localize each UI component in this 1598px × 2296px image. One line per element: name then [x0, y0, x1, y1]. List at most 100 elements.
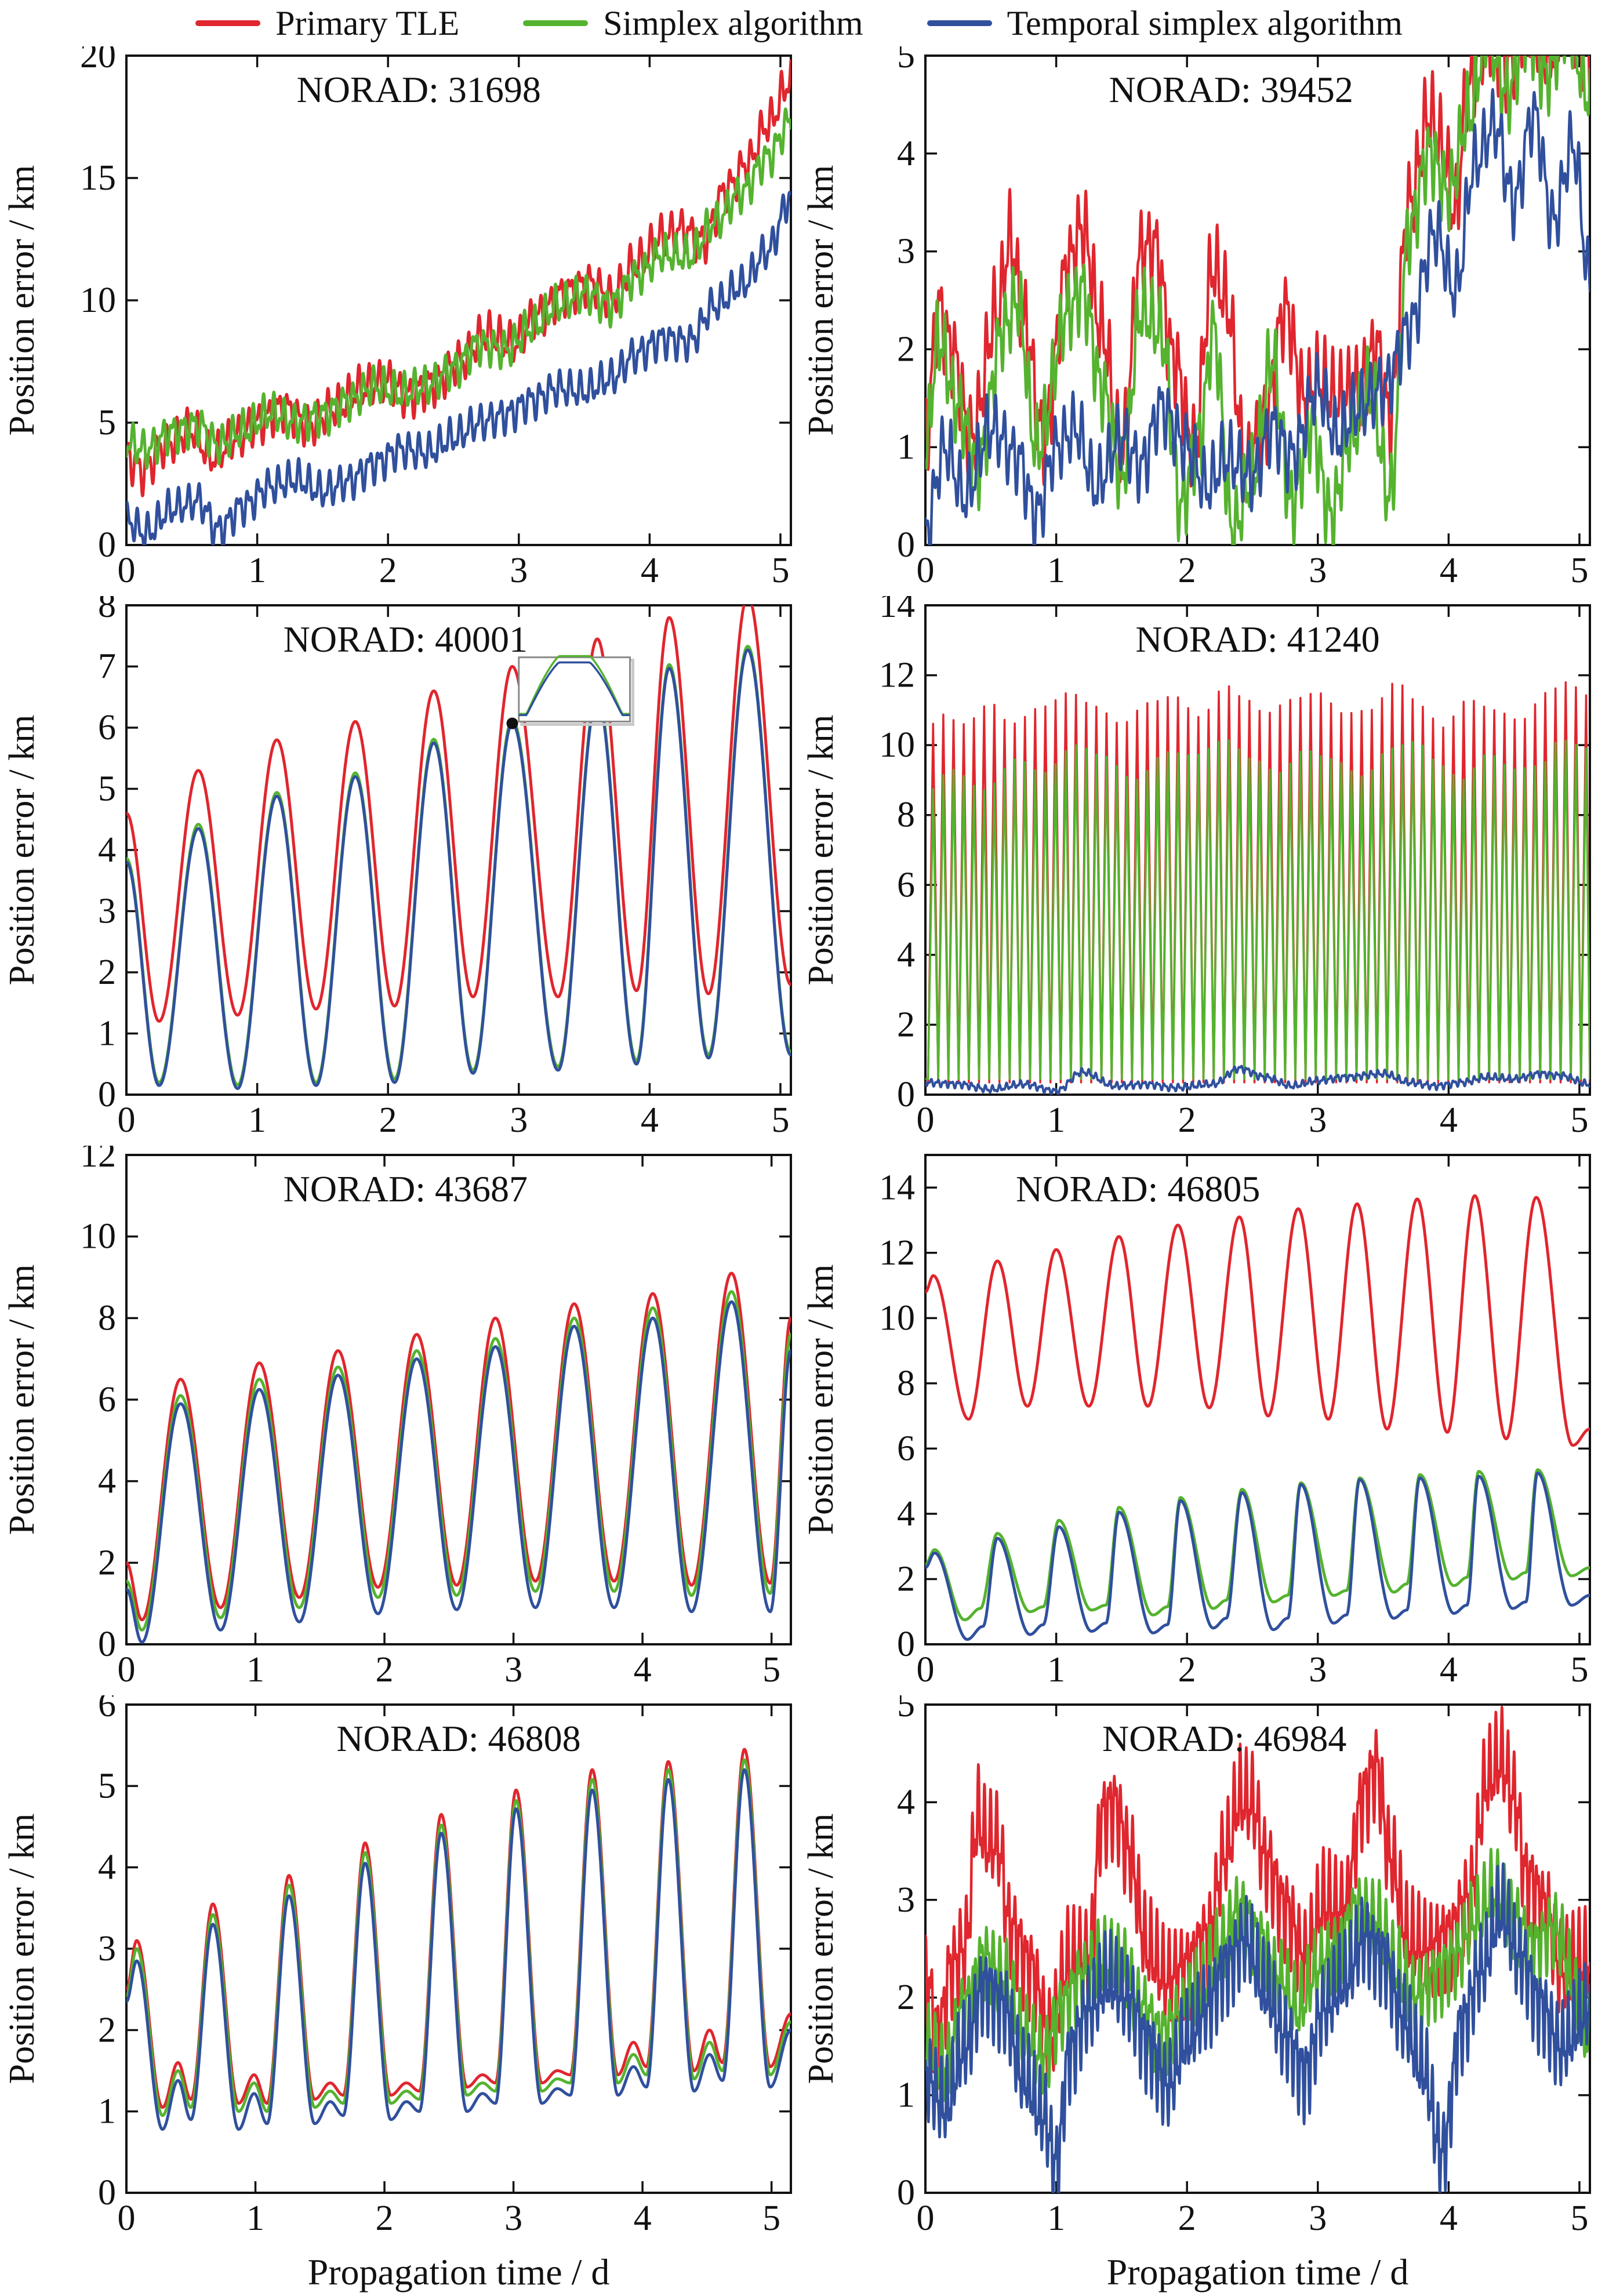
svg-text:NORAD: 41240: NORAD: 41240: [1135, 619, 1379, 660]
svg-text:0: 0: [118, 551, 136, 590]
svg-text:Position error / km: Position error / km: [801, 165, 841, 436]
svg-text:4: 4: [641, 551, 659, 590]
svg-text:2: 2: [897, 329, 915, 369]
svg-text:4: 4: [641, 1100, 659, 1140]
svg-text:2: 2: [1178, 1650, 1196, 1690]
subplot-grid: 0 1 2 3 4 5 0 5 10 15 20 NORAD: 31698 Position error…: [0, 46, 1598, 2296]
svg-text:0: 0: [98, 525, 116, 565]
svg-text:8: 8: [98, 1298, 116, 1338]
svg-text:0: 0: [897, 2173, 915, 2213]
svg-text:NORAD: 40001: NORAD: 40001: [284, 619, 528, 660]
svg-text:5: 5: [1570, 1650, 1588, 1690]
svg-text:0: 0: [917, 1100, 935, 1140]
svg-text:8: 8: [897, 795, 915, 835]
svg-text:10: 10: [879, 1298, 915, 1338]
svg-text:5: 5: [771, 1100, 789, 1140]
svg-text:4: 4: [1440, 2199, 1458, 2238]
svg-text:0: 0: [897, 525, 915, 565]
svg-text:1: 1: [1047, 1650, 1065, 1690]
svg-text:0: 0: [917, 2199, 935, 2238]
svg-text:3: 3: [504, 2199, 522, 2238]
legend-line-red-icon: [195, 20, 261, 26]
svg-text:5: 5: [98, 769, 116, 809]
svg-text:NORAD: 46984: NORAD: 46984: [1102, 1718, 1346, 1759]
svg-text:14: 14: [879, 1168, 915, 1207]
svg-text:3: 3: [510, 551, 528, 590]
svg-text:5: 5: [762, 2199, 780, 2238]
svg-text:2: 2: [897, 1559, 915, 1599]
svg-text:0: 0: [917, 551, 935, 590]
svg-text:5: 5: [897, 1695, 915, 1724]
svg-text:1: 1: [897, 2076, 915, 2115]
svg-text:Propagation time / d: Propagation time / d: [1107, 2251, 1409, 2293]
svg-text:0: 0: [917, 1650, 935, 1690]
svg-text:14: 14: [879, 596, 915, 625]
svg-text:3: 3: [1309, 1100, 1327, 1140]
svg-text:Position error / km: Position error / km: [2, 715, 42, 986]
svg-text:4: 4: [634, 2199, 652, 2238]
svg-text:2: 2: [379, 1100, 397, 1140]
svg-text:3: 3: [897, 1880, 915, 1920]
svg-text:3: 3: [897, 232, 915, 271]
svg-text:0: 0: [118, 2199, 136, 2238]
svg-text:2: 2: [376, 2199, 394, 2238]
svg-text:4: 4: [1440, 1100, 1458, 1140]
svg-text:6: 6: [98, 1380, 116, 1419]
legend-label-primary-tle: Primary TLE: [275, 3, 460, 42]
chart-canvas-39452: 0 1 2 3 4 5 0 1 2 3 4 5 NORAD: 39452 Position error /…: [801, 46, 1591, 590]
svg-text:12: 12: [879, 1233, 915, 1273]
svg-text:Position error / km: Position error / km: [801, 715, 841, 986]
chart-canvas-46984: 0 1 2 3 4 5 0 1 2 3 4 5 NORAD: 46984 Position error /…: [801, 1695, 1591, 2293]
svg-text:4: 4: [98, 1848, 116, 1887]
svg-text:4: 4: [1440, 1650, 1458, 1690]
svg-text:2: 2: [1178, 1100, 1196, 1140]
chart-canvas-31698: 0 1 2 3 4 5 0 5 10 15 20 NORAD: 31698 Position error…: [2, 46, 792, 590]
svg-text:3: 3: [504, 1650, 522, 1690]
svg-text:15: 15: [80, 158, 116, 198]
svg-text:NORAD: 43687: NORAD: 43687: [284, 1168, 528, 1209]
svg-text:3: 3: [1309, 2199, 1327, 2238]
svg-text:4: 4: [897, 1494, 915, 1534]
svg-text:6: 6: [98, 1695, 116, 1724]
svg-text:3: 3: [98, 892, 116, 931]
svg-text:Position error / km: Position error / km: [801, 1814, 841, 2084]
svg-text:8: 8: [98, 596, 116, 625]
svg-text:7: 7: [98, 647, 116, 686]
svg-text:3: 3: [510, 1100, 528, 1140]
svg-text:3: 3: [98, 1929, 116, 1968]
svg-text:4: 4: [98, 1462, 116, 1501]
legend-label-temporal-simplex: Temporal simplex algorithm: [1007, 3, 1403, 42]
svg-text:0: 0: [897, 1075, 915, 1114]
svg-text:4: 4: [897, 134, 915, 173]
subplot-norad-46808: 0 1 2 3 4 5 0 1 2 3 4 5 6 NORAD: 46808 Position error …: [0, 1695, 799, 2296]
svg-text:2: 2: [376, 1650, 394, 1690]
svg-text:2: 2: [897, 1978, 915, 2017]
subplot-norad-39452: 0 1 2 3 4 5 0 1 2 3 4 5 NORAD: 39452 Position error /…: [799, 46, 1598, 596]
svg-text:Position error / km: Position error / km: [2, 1814, 42, 2084]
svg-text:4: 4: [897, 935, 915, 975]
svg-text:10: 10: [80, 1217, 116, 1256]
legend-item-simplex: Simplex algorithm: [523, 3, 863, 43]
legend-line-green-icon: [523, 20, 589, 26]
svg-text:8: 8: [897, 1364, 915, 1403]
svg-text:2: 2: [379, 551, 397, 590]
svg-text:4: 4: [1440, 551, 1458, 590]
svg-text:1: 1: [246, 2199, 264, 2238]
svg-text:1: 1: [1047, 1100, 1065, 1140]
svg-text:0: 0: [118, 1100, 136, 1140]
svg-text:NORAD: 46808: NORAD: 46808: [336, 1718, 580, 1759]
svg-text:1: 1: [248, 1100, 266, 1140]
svg-text:12: 12: [80, 1146, 116, 1175]
svg-text:10: 10: [80, 281, 116, 320]
svg-text:5: 5: [1570, 551, 1588, 590]
svg-text:Propagation time / d: Propagation time / d: [308, 2251, 610, 2293]
svg-text:0: 0: [897, 1625, 915, 1664]
chart-canvas-46808: 0 1 2 3 4 5 0 1 2 3 4 5 6 NORAD: 46808 Position error …: [2, 1695, 792, 2293]
svg-text:NORAD: 31698: NORAD: 31698: [297, 69, 541, 110]
svg-text:5: 5: [897, 46, 915, 75]
chart-canvas-40001: 0 1 2 3 4 5 0 1 2 3 4 5 6 7 8 NORAD: 40001 Position erro…: [2, 596, 792, 1140]
legend-item-temporal-simplex: Temporal simplex algorithm: [927, 3, 1403, 43]
